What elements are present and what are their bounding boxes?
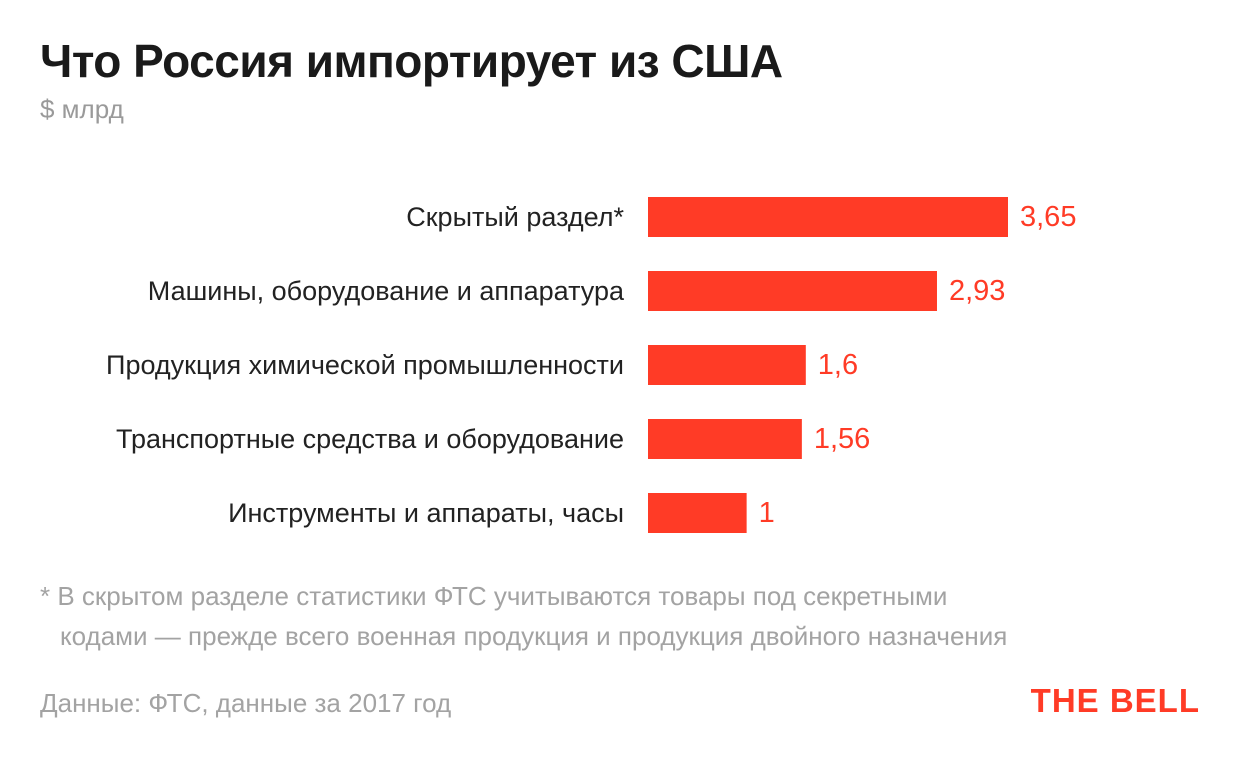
value-label: 1 (759, 497, 775, 529)
bar (648, 197, 1008, 237)
category-label: Машины, оборудование и аппаратура (148, 276, 625, 306)
category-label: Транспортные средства и оборудование (116, 424, 624, 454)
category-label: Инструменты и аппараты, часы (228, 498, 624, 528)
bar (648, 345, 806, 385)
chart-subtitle: $ млрд (40, 94, 124, 124)
brand-logo: THE BELL (1030, 682, 1200, 719)
source-note: Данные: ФТС, данные за 2017 год (40, 688, 452, 718)
footnote-line-1: * В скрытом разделе статистики ФТС учиты… (40, 581, 948, 611)
value-label: 3,65 (1020, 201, 1076, 233)
footnote-line-2: кодами — прежде всего военная продукция … (60, 621, 1008, 651)
category-label: Продукция химической промышленности (106, 350, 624, 380)
value-label: 1,56 (814, 423, 870, 455)
bar (648, 493, 747, 533)
bar (648, 419, 802, 459)
value-label: 2,93 (949, 275, 1005, 307)
bar (648, 271, 937, 311)
footnote: * В скрытом разделе статистики ФТС учиты… (40, 576, 1200, 656)
category-label: Скрытый раздел* (406, 202, 624, 232)
bar-chart: Скрытый раздел* 3,65 Машины, оборудование … (106, 197, 1076, 533)
value-label: 1,6 (818, 349, 858, 381)
chart-title: Что Россия импортирует из США (40, 35, 783, 87)
